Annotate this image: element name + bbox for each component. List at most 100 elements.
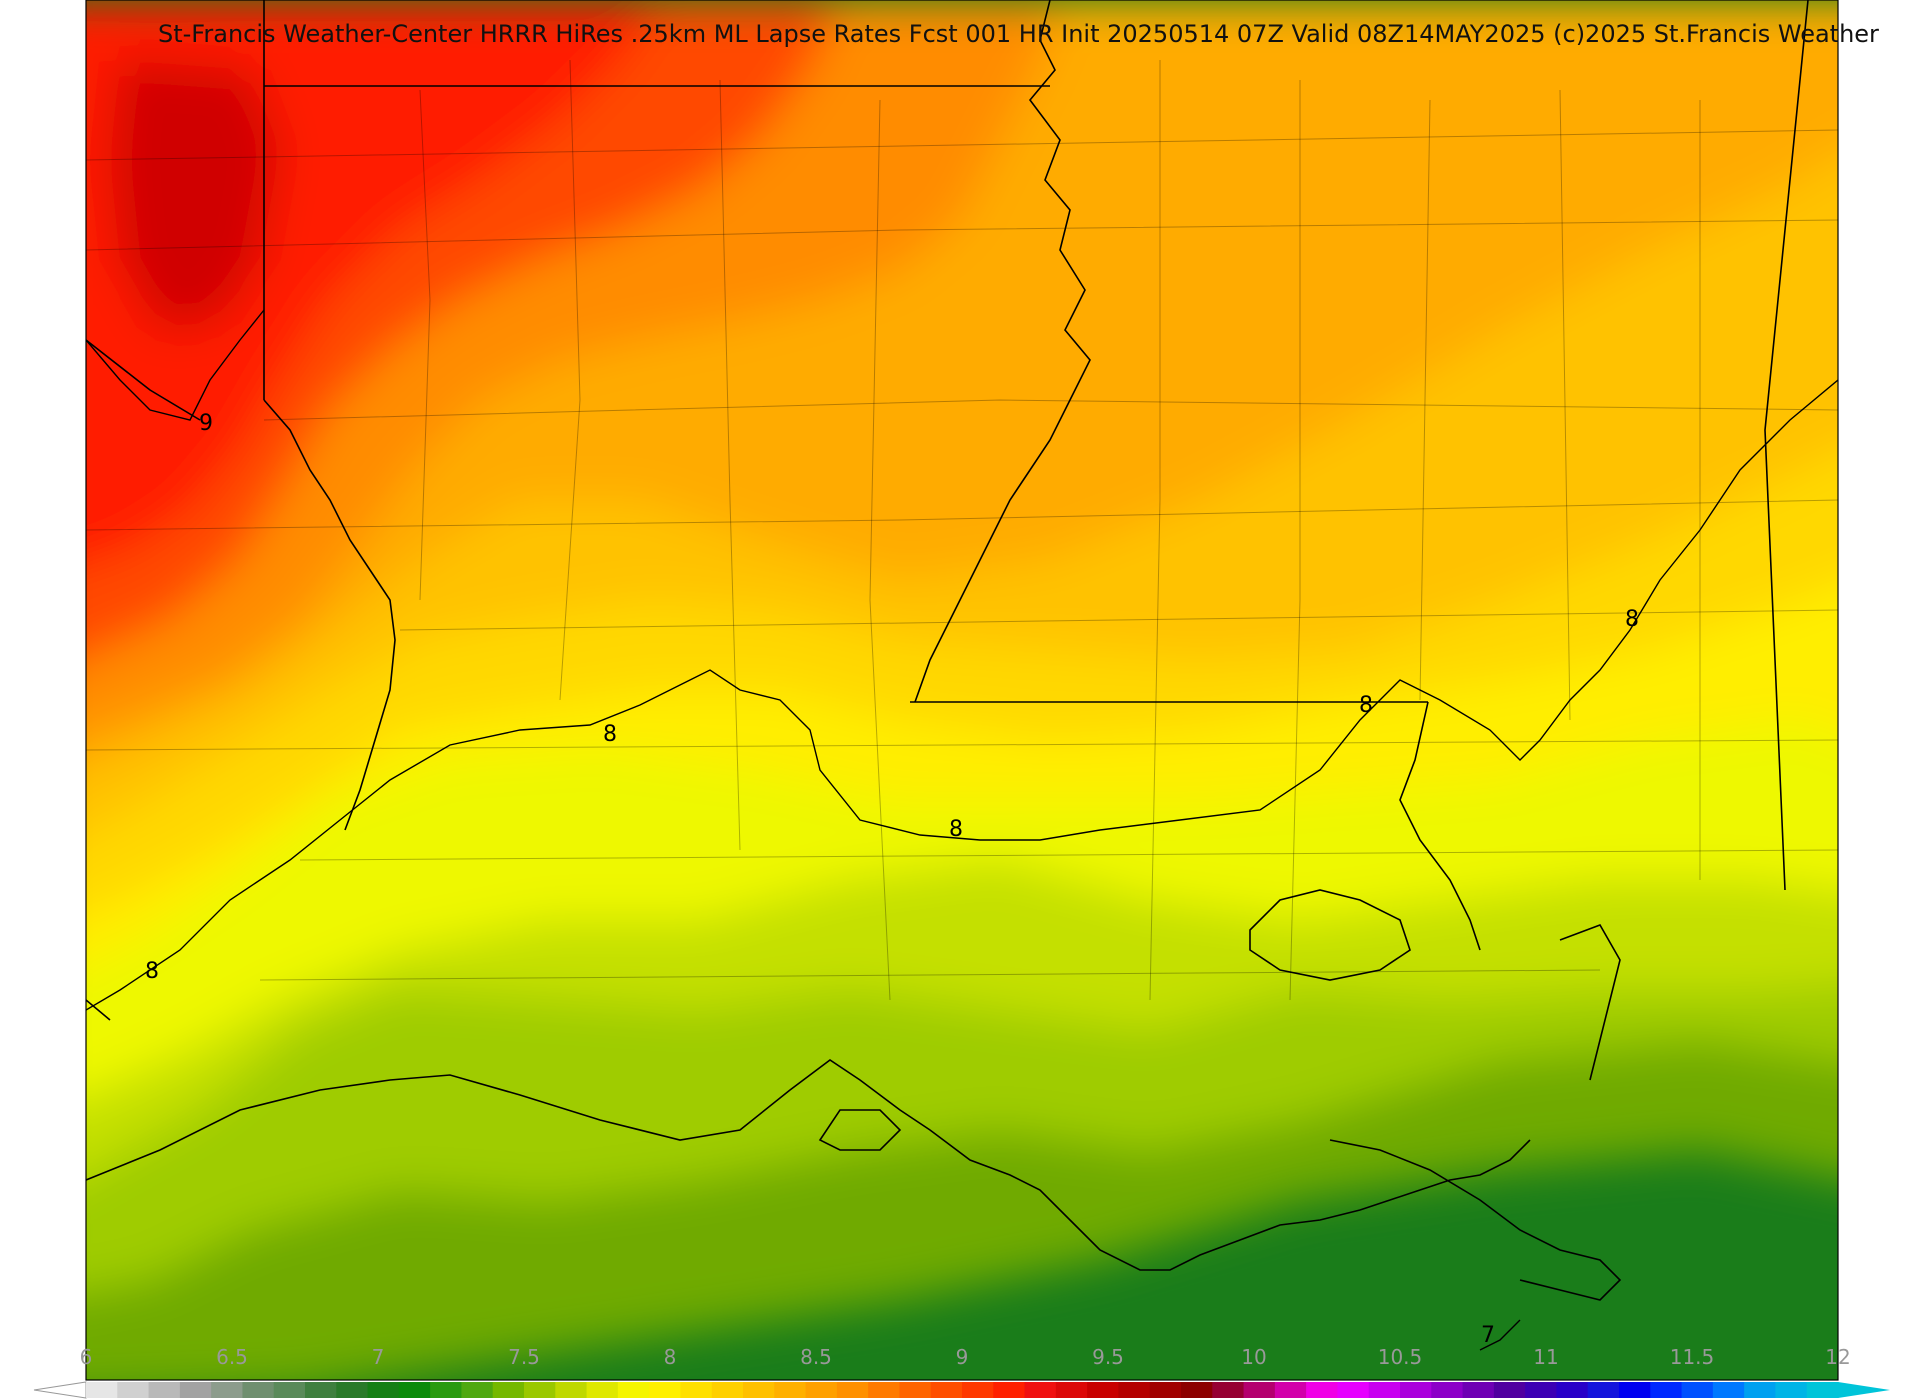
- colorbar-cell: [711, 1382, 744, 1398]
- colorbar-cell: [1212, 1382, 1245, 1398]
- colorbar-cell: [1118, 1382, 1151, 1398]
- colorbar-cell: [1462, 1382, 1495, 1398]
- county-line: [86, 499, 1838, 531]
- contour-label-group: 9 8 8 8 8 8 7: [145, 411, 1639, 1348]
- county-line: [1149, 60, 1161, 1001]
- county-line: [86, 739, 1838, 751]
- county-line: [1419, 99, 1431, 701]
- colorbar-cell: [398, 1382, 431, 1398]
- colorbar-cell: [1681, 1382, 1714, 1398]
- colorbar-cell: [868, 1382, 901, 1398]
- contour-label-8-central-east: 8: [1359, 693, 1373, 718]
- colorbar-tick-label: 9.5: [1092, 1345, 1124, 1369]
- colorbar-cell: [1024, 1382, 1057, 1398]
- colorbar-cell: [1806, 1382, 1839, 1398]
- colorbar-cell: [774, 1382, 807, 1398]
- contour-label-8-central: 8: [949, 817, 963, 842]
- delta-outline: [1329, 1139, 1622, 1301]
- colorbar-cell: [1087, 1382, 1120, 1398]
- colorbar-cell: [1556, 1382, 1589, 1398]
- lapse-rate-filled-field: [86, 0, 1838, 1380]
- colorbar-cell: [680, 1382, 713, 1398]
- state-lines: [86, 0, 1809, 1301]
- lake-outline: [1249, 889, 1411, 981]
- colorbar-cell: [1587, 1382, 1620, 1398]
- colorbar-tick-label: 6.5: [216, 1345, 248, 1369]
- state-line-northwest-diagonal: [86, 339, 201, 421]
- state-line-far-east: [1764, 0, 1809, 891]
- county-line: [86, 129, 1838, 161]
- colorbar-cell: [899, 1382, 932, 1398]
- colorbar-cell: [1368, 1382, 1401, 1398]
- colorbar-tick-label: 10.5: [1378, 1345, 1423, 1369]
- colorbar-tick-label: 11.5: [1670, 1345, 1715, 1369]
- colorbar-cell: [461, 1382, 494, 1398]
- colorbar-cell: [492, 1382, 525, 1398]
- county-line: [419, 89, 431, 601]
- colorbar-cell: [993, 1382, 1026, 1398]
- colorbar-tick-labels: 6 6.5 7 7.5 8 8.5 9 9.5 10 10.5 11 11.5 12: [80, 1345, 1851, 1369]
- colorbar-cell: [962, 1382, 994, 1398]
- colorbar-cell: [1744, 1382, 1777, 1398]
- river-mississippi: [914, 0, 1091, 703]
- field-band-deep-red: [110, 60, 280, 330]
- colorbar-cell: [1337, 1382, 1370, 1398]
- contour-label-8-east: 8: [1625, 607, 1639, 632]
- colorbar-tick-label: 7: [372, 1345, 385, 1369]
- colorbar-tick-label: 8: [664, 1345, 677, 1369]
- colorbar-cell: [1525, 1382, 1558, 1398]
- gulf-barrier-islands: [1559, 924, 1621, 1081]
- map-frame: [85, 0, 1839, 1381]
- contour-9: [86, 309, 265, 421]
- state-line-west-lower: [86, 999, 111, 1021]
- colorbar-cell: [930, 1382, 963, 1398]
- colorbar-cell: [1055, 1382, 1088, 1398]
- colorbar-cell: [117, 1382, 150, 1398]
- colorbar-cell: [242, 1382, 275, 1398]
- colorbar-cell: [1650, 1382, 1683, 1398]
- map-title: St-Francis Weather-Center HRRR HiRes .25…: [158, 20, 1879, 48]
- contour-label-9-northwest: 9: [199, 411, 213, 436]
- county-line: [869, 99, 891, 1001]
- colorbar-cell: [305, 1382, 337, 1398]
- county-line: [86, 219, 1838, 251]
- colorbar-cell: [1400, 1382, 1432, 1398]
- colorbar: 6 6.5 7 7.5 8 8.5 9 9.5 10 10.5 11 11.5 12: [33, 1345, 1890, 1399]
- colorbar-tick-label: 11: [1533, 1345, 1558, 1369]
- colorbar-cell: [430, 1382, 463, 1398]
- boundary-layer: [86, 0, 1838, 1351]
- colorbar-cell: [1775, 1382, 1808, 1398]
- county-lines: [86, 59, 1838, 1001]
- contour-8: [86, 379, 1838, 1011]
- county-line: [259, 969, 1601, 981]
- colorbar-cell: [1181, 1382, 1213, 1398]
- colorbar-cell: [586, 1382, 619, 1398]
- contour-7: [1479, 1319, 1521, 1351]
- colorbar-cell: [805, 1382, 838, 1398]
- contour-label-8-central-west: 8: [603, 722, 617, 747]
- colorbar-cell: [86, 1382, 118, 1398]
- contour-label-7-southeast: 7: [1481, 1323, 1495, 1348]
- county-line: [559, 59, 581, 701]
- county-line: [719, 79, 741, 851]
- county-line: [263, 399, 1838, 421]
- county-line: [399, 609, 1838, 631]
- colorbar-tick-label: 10: [1241, 1345, 1266, 1369]
- county-line: [1559, 89, 1571, 721]
- contour-lines: [86, 309, 1838, 1351]
- colorbar-cell: [179, 1382, 212, 1398]
- colorbar-cell: [1712, 1382, 1745, 1398]
- bay-outline: [818, 1109, 902, 1151]
- colorbar-tick-label: 7.5: [508, 1345, 540, 1369]
- colorbar-cell: [1493, 1382, 1526, 1398]
- colorbar-under-arrow: [33, 1381, 87, 1399]
- colorbar-cell: [1274, 1382, 1307, 1398]
- colorbar-cell: [336, 1382, 369, 1398]
- colorbar-cell: [555, 1382, 588, 1398]
- coastline-gulf: [86, 1059, 1531, 1271]
- colorbar-tick-label: 6: [80, 1345, 93, 1369]
- colorbar-cell: [524, 1382, 556, 1398]
- colorbar-cell: [211, 1382, 244, 1398]
- colorbar-cell: [649, 1382, 682, 1398]
